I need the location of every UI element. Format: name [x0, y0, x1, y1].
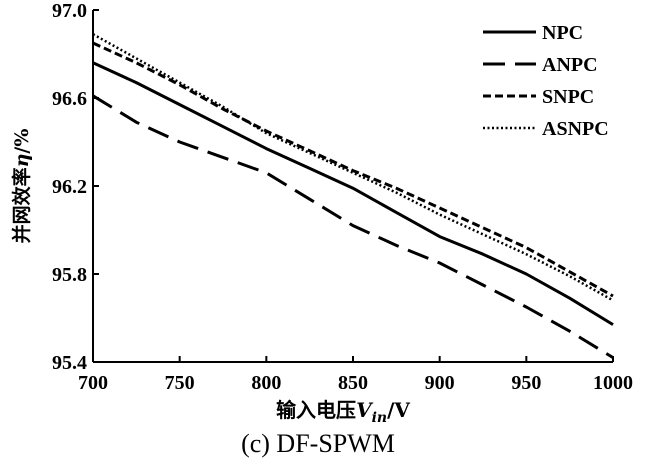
y-axis-ticks: 95.4 95.8 96.2 96.6 97.0: [52, 0, 99, 374]
x-tick-label: 850: [338, 372, 368, 394]
y-tick-label: 96.6: [52, 88, 87, 110]
legend: NPC ANPC SNPC ASNPC: [483, 22, 609, 140]
x-axis-label: 输入电压Vin/V: [276, 398, 410, 426]
series-line-anpc: [92, 94, 614, 359]
series-line-npc: [92, 61, 614, 326]
y-tick-label: 97.0: [52, 0, 87, 22]
x-tick-label: 900: [425, 372, 455, 394]
y-axis-label: 并网效率η/%: [10, 129, 33, 244]
series-line-snpc: [92, 41, 614, 298]
chart-caption: (c) DF-SPWM: [241, 429, 395, 458]
x-tick-label: 800: [251, 372, 281, 394]
legend-label-npc: NPC: [542, 22, 583, 44]
y-tick-label: 95.8: [52, 264, 87, 286]
y-tick-label: 95.4: [52, 352, 87, 374]
x-tick-label: 700: [78, 372, 108, 394]
x-tick-label: 750: [165, 372, 195, 394]
legend-label-asnpc: ASNPC: [542, 118, 609, 140]
x-axis-ticks: 700 750 800 850 900 950 1000: [78, 356, 633, 394]
legend-label-anpc: ANPC: [542, 54, 598, 76]
series-layer: [92, 33, 614, 359]
legend-label-snpc: SNPC: [542, 86, 594, 108]
y-tick-label: 96.2: [52, 176, 87, 198]
series-line-asnpc: [92, 33, 614, 302]
x-tick-label: 1000: [593, 372, 633, 394]
x-tick-label: 950: [511, 372, 541, 394]
